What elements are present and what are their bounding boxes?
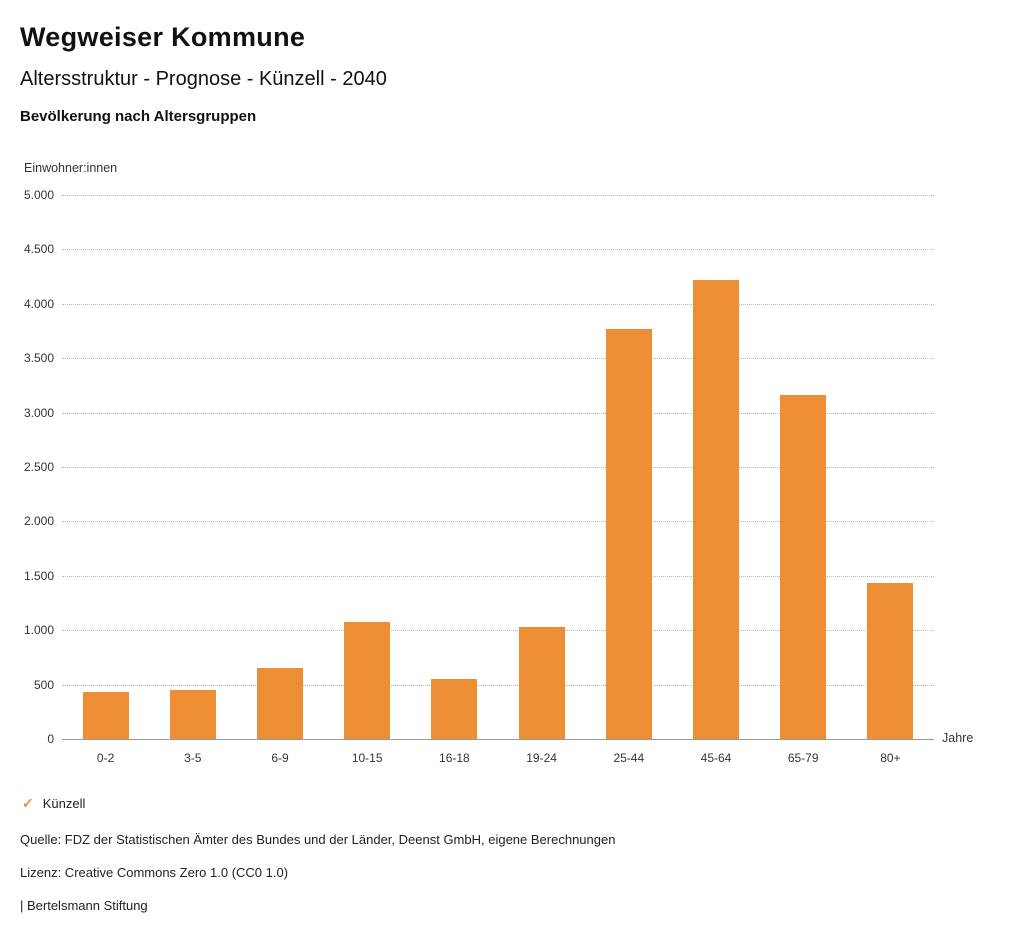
y-tick-label: 500 [33,677,54,692]
attribution-note: | Bertelsmann Stiftung [20,898,148,913]
x-tick-label: 19-24 [526,751,557,765]
y-axis-title: Einwohner:innen [24,161,118,175]
footer: Quelle: FDZ der Statistischen Ämter des … [20,832,1024,913]
check-icon: ✓ [22,795,34,811]
y-tick-label: 2.500 [23,460,54,474]
bar[interactable] [605,328,652,739]
y-tick-label: 5.000 [23,188,54,202]
chart-heading: Bevölkerung nach Altersgruppen [20,108,257,125]
x-tick-label: 10-15 [351,751,383,765]
bar-chart: Jahre 0 500 1.000 1.500 2.000 2.500 3.000 3.500… [20,185,1004,785]
source-note: Quelle: FDZ der Statistischen Ämter des … [20,832,616,847]
x-tick-label: 3-5 [184,751,202,765]
legend: ✓ Künzell [22,795,1024,812]
license-note: Lizenz: Creative Commons Zero 1.0 (CC0 1… [20,865,289,880]
bar[interactable] [82,692,129,739]
plot-area [62,195,934,740]
gridline [62,412,934,414]
x-tick-label: 6-9 [271,751,289,765]
gridline [62,684,934,686]
bar[interactable] [867,583,914,739]
y-tick-label: 3.500 [23,351,54,366]
gridline [62,575,934,577]
bar[interactable] [169,689,216,739]
gridline [62,467,934,468]
bar[interactable] [257,668,303,739]
x-tick-label: 45-64 [700,751,732,765]
y-tick-label: 3.000 [23,405,54,420]
x-tick-label: 80+ [880,751,901,765]
gridline [62,358,934,360]
y-tick-label: 1.500 [23,568,54,583]
y-tick-label: 2.000 [23,514,54,529]
gridline [62,195,934,196]
x-tick-label: 0-2 [96,751,115,765]
legend-label: Künzell [42,796,86,811]
bar[interactable] [431,678,478,739]
x-axis-line [62,739,934,740]
x-tick-label: 16-18 [439,751,470,765]
gridline [62,303,934,305]
y-tick-label: 4.000 [23,296,54,311]
bar[interactable] [693,279,739,739]
gridline [62,521,934,523]
bar[interactable] [344,622,391,739]
y-tick-label: 4.500 [23,242,54,257]
x-tick-label: 65-79 [787,751,819,765]
bar[interactable] [780,395,827,739]
x-tick-label: 25-44 [613,751,645,765]
bar[interactable] [518,626,565,739]
legend-item-kuenzell[interactable]: ✓ Künzell [22,795,85,812]
gridline [62,630,934,632]
y-tick-label: 1.000 [23,623,54,638]
page-subtitle: Altersstruktur - Prognose - Künzell - 20… [20,68,387,90]
page-header: Wegweiser Kommune Altersstruktur - Progn… [0,0,1024,125]
y-tick-label: 0 [47,732,54,746]
x-axis-title: Jahre [942,731,974,745]
gridline [62,249,934,251]
page-title: Wegweiser Kommune [20,22,306,52]
